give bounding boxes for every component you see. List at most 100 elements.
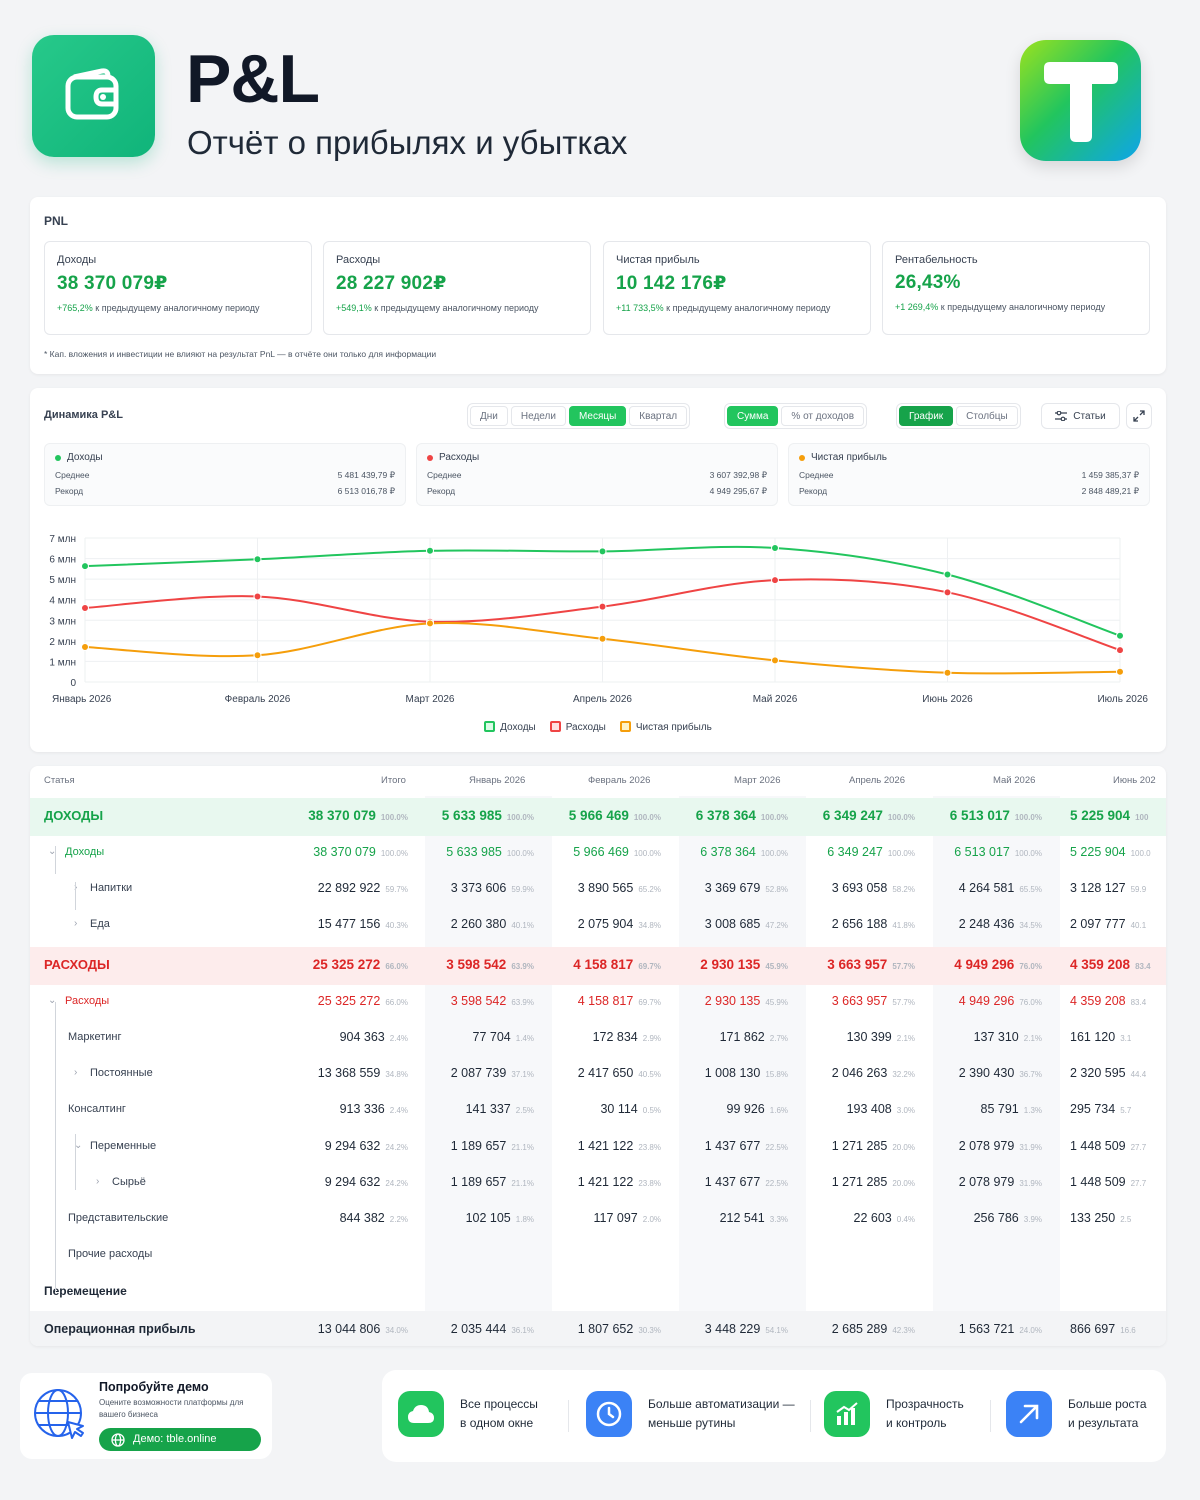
stat-avg-label: Среднее (55, 470, 90, 480)
row-label: Еда (90, 918, 110, 930)
data-point (771, 544, 779, 553)
chart-legend: Доходы Расходы Чистая прибыль (30, 721, 1166, 733)
demo-card: Попробуйте демо Оцените возможности плат… (20, 1373, 272, 1459)
tree-guide (55, 846, 56, 874)
table-row[interactable]: Перемещение (30, 1273, 1166, 1309)
row-label: Напитки (90, 882, 133, 894)
data-point (598, 547, 607, 556)
row-cell: 2 930 135 45.9% (704, 994, 788, 1008)
dynamics-label: Динамика P&L (44, 409, 123, 421)
mode-toggle: Сумма % от доходов (724, 403, 868, 429)
demo-title: Попробуйте демо (99, 1380, 209, 1394)
header-month[interactable]: Март 2026 (734, 775, 781, 786)
legend-net-profit[interactable]: Чистая прибыль (619, 721, 712, 733)
stat-net-profit: Чистая прибыль Среднее 1 459 385,37 ₽ Рек… (788, 443, 1150, 506)
table-row[interactable]: Представительские 844 382 2.2% 102 105 1.8% 1… (30, 1200, 1166, 1236)
data-point (81, 603, 89, 612)
legend-income[interactable]: Доходы (484, 721, 536, 733)
brand-logo-icon (1020, 40, 1141, 161)
x-tick-label: Июнь 2026 (922, 694, 973, 705)
stat-record-value: 6 513 016,78 ₽ (337, 486, 395, 496)
table-row[interactable]: ⌄ Переменные 9 294 632 24.2% 1 189 657 21.1% 1… (30, 1128, 1166, 1164)
demo-link-button[interactable]: Демо: tble.online (99, 1428, 261, 1451)
mode-sum-button[interactable]: Сумма (727, 406, 779, 426)
table-row[interactable]: › Постоянные 13 368 559 34.8% 2 087 739 37.1%… (30, 1055, 1166, 1091)
row-cell: 77 704 1.4% (472, 1030, 534, 1044)
chevron-down-icon[interactable]: ⌄ (48, 846, 57, 857)
row-cell: 2 248 436 34.5% (958, 917, 1042, 931)
page-subtitle: Отчёт о прибылях и убытках (187, 124, 628, 161)
chevron-down-icon[interactable]: ⌄ (48, 995, 57, 1006)
row-cell: 3 373 606 59.9% (450, 881, 534, 895)
data-point (771, 576, 779, 585)
table-row[interactable]: Прочие расходы (30, 1236, 1166, 1272)
row-cell: 5 633 985 100.0% (441, 808, 534, 823)
articles-button[interactable]: Статьи (1041, 403, 1120, 429)
row-cell: 85 791 1.3% (980, 1102, 1042, 1116)
row-cell: 2 087 739 37.1% (450, 1066, 534, 1080)
table-row[interactable]: Консалтинг 913 336 2.4% 141 337 2.5% 30 114 0.… (30, 1091, 1166, 1127)
table-row[interactable]: ⌄ Расходы 25 325 272 66.0% 3 598 542 63.9% 4 1… (30, 983, 1166, 1019)
row-cell: 1 421 122 23.8% (577, 1139, 661, 1153)
data-point (943, 668, 952, 677)
period-quarter-button[interactable]: Квартал (629, 406, 688, 426)
header-total[interactable]: Итого (381, 775, 406, 786)
header-article[interactable]: Статья (44, 775, 75, 786)
chevron-right-icon[interactable]: › (74, 1067, 78, 1078)
stat-record-value: 2 848 489,21 ₽ (1081, 486, 1139, 496)
table-row[interactable]: ⌄ Доходы 38 370 079 100.0% 5 633 985 100.0% 5 … (30, 834, 1166, 870)
feature-text: Все процессы в одном окне (460, 1397, 538, 1430)
row-cell: 3 663 957 57.7% (831, 994, 915, 1008)
legend-expenses[interactable]: Расходы (549, 721, 606, 733)
row-label: Маркетинг (68, 1031, 122, 1043)
row-cell: 212 541 3.3% (719, 1211, 788, 1225)
row-cell: 2 075 904 34.8% (577, 917, 661, 931)
expand-button[interactable] (1126, 403, 1152, 429)
row-cell: 1 448 509 27.7 (1070, 1139, 1147, 1153)
table-row[interactable]: › Напитки 22 892 922 59.7% 3 373 606 59.9% 3 8… (30, 870, 1166, 906)
header-month[interactable]: Июнь 202 (1113, 775, 1156, 786)
row-cell: 2 035 444 36.1% (450, 1322, 534, 1336)
data-point (1116, 667, 1124, 676)
mode-percent-button[interactable]: % от доходов (781, 406, 865, 426)
period-weeks-button[interactable]: Недели (510, 406, 566, 426)
divider (990, 1400, 991, 1432)
header-month[interactable]: Апрель 2026 (849, 775, 905, 786)
data-point (1116, 646, 1124, 655)
chevron-down-icon[interactable]: ⌄ (74, 1140, 83, 1151)
table-row[interactable]: РАСХОДЫ 25 325 272 66.0% 3 598 542 63.9% 4 15… (30, 947, 1166, 985)
table-row[interactable]: ДОХОДЫ 38 370 079 100.0% 5 633 985 100.0% 5 9… (30, 798, 1166, 836)
articles-label: Статьи (1073, 410, 1106, 422)
view-chart-button[interactable]: График (899, 406, 954, 426)
row-cell: 1 271 285 20.0% (831, 1175, 915, 1189)
header-month[interactable]: Февраль 2026 (588, 775, 651, 786)
stat-record-label: Рекорд (799, 486, 828, 496)
table-row[interactable]: › Сырьё 9 294 632 24.2% 1 189 657 21.1% 1 421 … (30, 1164, 1166, 1200)
period-days-button[interactable]: Дни (470, 406, 508, 426)
row-cell: 3 369 679 52.8% (704, 881, 788, 895)
tree-guide (55, 1002, 56, 1292)
data-point (1116, 631, 1124, 640)
table-row[interactable]: › Еда 15 477 156 40.3% 2 260 380 40.1% 2 075 9… (30, 906, 1166, 942)
table-row[interactable]: Маркетинг 904 363 2.4% 77 704 1.4% 172 834 2.9… (30, 1019, 1166, 1055)
chevron-right-icon[interactable]: › (96, 1176, 100, 1187)
row-cell: 133 250 2.5 (1070, 1211, 1132, 1225)
feature-item: Прозрачность и контроль (824, 1391, 964, 1437)
table-row[interactable]: Операционная прибыль 13 044 806 34.0% 2 035… (30, 1311, 1166, 1346)
header-month[interactable]: Январь 2026 (469, 775, 526, 786)
y-tick-label: 4 млн (49, 596, 76, 607)
row-cell: 4 359 208 83.4 (1070, 994, 1147, 1008)
row-cell: 30 114 0.5% (600, 1102, 661, 1116)
x-tick-label: Февраль 2026 (225, 694, 291, 705)
header-month[interactable]: Май 2026 (993, 775, 1036, 786)
data-point (426, 619, 434, 628)
kpi-profitability: Рентабельность 26,43% +1 269,4% к предыд… (882, 241, 1150, 335)
view-columns-button[interactable]: Столбцы (956, 406, 1018, 426)
chevron-right-icon[interactable]: › (74, 918, 78, 929)
data-point (426, 546, 434, 555)
row-cell: 117 097 2.0% (593, 1211, 662, 1225)
period-months-button[interactable]: Месяцы (568, 406, 627, 426)
row-cell: 3 890 565 65.2% (577, 881, 661, 895)
feature-item: Все процессы в одном окне (398, 1391, 538, 1437)
row-cell: 844 382 2.2% (339, 1211, 408, 1225)
